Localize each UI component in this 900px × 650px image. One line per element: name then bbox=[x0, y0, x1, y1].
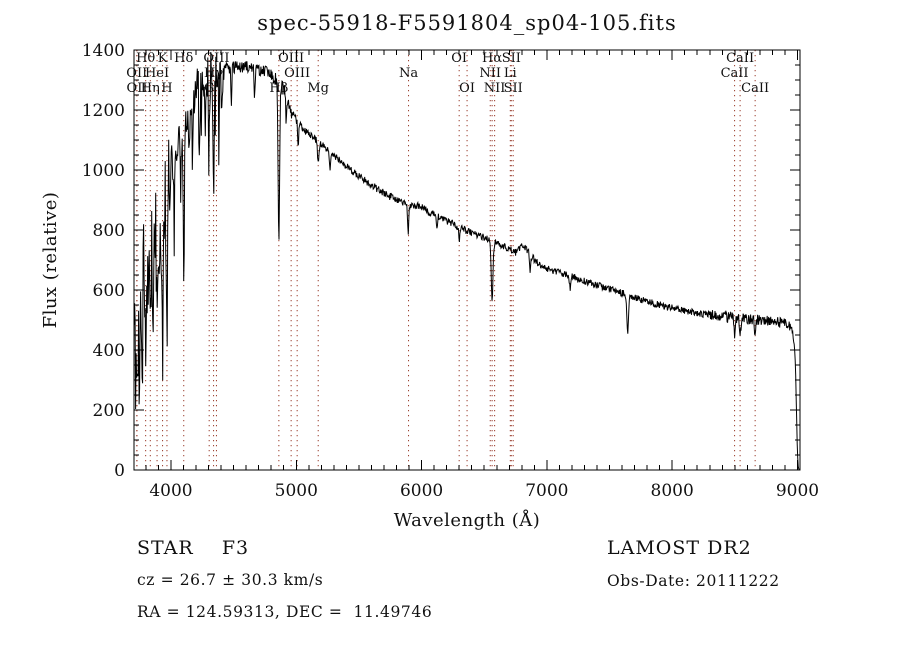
y-tick-label: 600 bbox=[93, 281, 125, 301]
spectral-line-label: Hδ bbox=[174, 51, 193, 66]
obs-date-value: Obs-Date: 20111222 bbox=[607, 572, 780, 590]
x-tick-label: 8000 bbox=[651, 481, 694, 501]
spectral-line-labels: OIIOIIHθHηHeIKHHδGHγOIIIHβOIIIOIIIMgNaOI… bbox=[126, 51, 769, 96]
spectral-line-label: Hθ bbox=[136, 51, 155, 66]
spectral-line-label: H bbox=[161, 81, 172, 96]
tick-labels: 4000 5000 6000 7000 8000 9000 0 200 400 600 800 100… bbox=[82, 41, 819, 501]
spectral-line-markers bbox=[136, 50, 756, 470]
spectral-line-label: Li bbox=[504, 66, 517, 81]
ra-dec-value: RA = 124.59313, DEC = 11.49746 bbox=[137, 603, 433, 621]
plot-title: spec-55918-F5591804_sp04-105.fits bbox=[257, 11, 677, 35]
spectral-line-label: CaII bbox=[726, 51, 754, 66]
x-tick-label: 7000 bbox=[525, 481, 568, 501]
spectral-line-label: HeI bbox=[145, 66, 169, 81]
survey-release-label: LAMOST DR2 bbox=[607, 537, 752, 559]
spectral-line-label: OIII bbox=[203, 51, 229, 66]
y-tick-label: 1000 bbox=[82, 161, 125, 181]
x-axis-label: Wavelength (Å) bbox=[394, 509, 541, 531]
y-tick-label: 1200 bbox=[82, 101, 125, 121]
spectral-line-label: OIII bbox=[278, 51, 304, 66]
y-tick-label: 0 bbox=[114, 461, 125, 481]
y-tick-label: 400 bbox=[93, 341, 125, 361]
axes bbox=[133, 49, 801, 471]
spectral-line-label: SII bbox=[504, 81, 523, 96]
spectral-line-label: NII bbox=[479, 66, 501, 81]
x-tick-label: 5000 bbox=[275, 481, 318, 501]
spectral-line-label: CaII bbox=[741, 81, 769, 96]
spectral-line-label: OIII bbox=[284, 66, 310, 81]
x-tick-label: 4000 bbox=[149, 481, 192, 501]
spectral-line-label: OII bbox=[127, 81, 148, 96]
spectral-line-label: Hη bbox=[141, 81, 160, 96]
y-tick-label: 200 bbox=[93, 401, 125, 421]
spectral-line-label: SII bbox=[502, 51, 521, 66]
x-tick-label: 9000 bbox=[776, 481, 819, 501]
spectral-line-label: K bbox=[158, 51, 168, 66]
x-tick-label: 6000 bbox=[400, 481, 443, 501]
spectrum-trace-group bbox=[133, 51, 800, 470]
spectral-line-label: OI bbox=[459, 81, 475, 96]
spectral-line-label: G bbox=[204, 81, 214, 96]
spectral-line-label: OII bbox=[126, 66, 147, 81]
y-tick-label: 800 bbox=[93, 221, 125, 241]
spectral-line-label: Mg bbox=[307, 81, 329, 96]
spectral-line-label: CaII bbox=[721, 66, 749, 81]
spectral-line-label: Hβ bbox=[269, 81, 288, 96]
spectral-line-label: NII bbox=[484, 81, 506, 96]
object-class-label: STAR F3 bbox=[137, 537, 250, 559]
spectral-line-label: Hα bbox=[482, 51, 502, 66]
spectrum-trace bbox=[133, 51, 800, 470]
y-axis-label: Flux (relative) bbox=[40, 192, 61, 329]
y-tick-label: 1400 bbox=[82, 41, 125, 61]
spectral-line-label: OI bbox=[451, 51, 467, 66]
spectral-line-label: Na bbox=[399, 66, 418, 81]
cz-value: cz = 26.7 ± 30.3 km/s bbox=[137, 571, 324, 589]
